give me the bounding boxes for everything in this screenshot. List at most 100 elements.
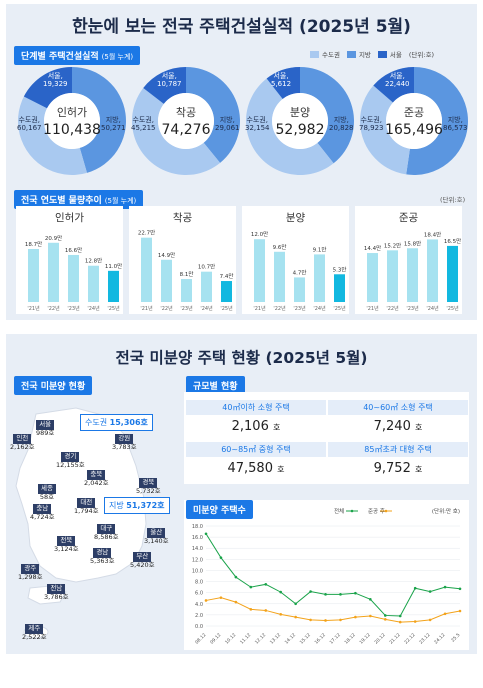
metro-unsold-callout: 수도권 15,306호 (80, 414, 153, 431)
series-point (354, 615, 357, 619)
legend-label-local: 지방 (358, 51, 371, 59)
donut-1: 인허가 110,438 서울, 19,329 수도권, 60,167 지방, 50,271 (17, 66, 127, 176)
bar-value-label: 8.1만 (180, 270, 194, 278)
series-point (413, 620, 417, 623)
donut-svg (17, 67, 126, 175)
bar-category-label: '23년 (67, 305, 80, 312)
donut-local-value: 20,828 (329, 124, 354, 133)
section-label-unsold-count: 미분양 주택수 (186, 500, 253, 519)
bar (334, 274, 345, 302)
bar (141, 237, 152, 302)
donut-hole (272, 93, 328, 149)
series-point (204, 532, 208, 536)
donut-hole (158, 93, 214, 149)
region-value: 3,783호 (112, 442, 137, 451)
y-tick-label: 16.0 (192, 535, 203, 541)
bar-category-label: '24년 (200, 305, 213, 312)
series-point (398, 614, 402, 618)
region-4: 강원 3,783호 (112, 434, 137, 452)
scale-cell-3: 60~85㎡ 중형 주택 47,580 호 (186, 442, 326, 476)
section-label-unsold-map: 전국 미분양 현황 (14, 376, 93, 395)
bar-value-label: 9.6만 (273, 243, 287, 251)
region-value: 5,732호 (136, 486, 161, 495)
donut-svg (245, 67, 354, 175)
y-tick-label: 2.0 (195, 613, 203, 619)
series-point (264, 583, 268, 586)
region-10: 전북 3,124호 (54, 536, 79, 554)
x-tick-label: 19.12 (358, 632, 371, 645)
local-unsold-callout: 지방 51,372호 (104, 497, 170, 514)
scale-cell-2: 40~60㎡ 소형 주택 7,240 호 (328, 400, 468, 434)
donut-name: 인허가 (56, 106, 88, 119)
bar-category-label: '21년 (140, 305, 153, 312)
region-value: 3,786호 (44, 592, 69, 601)
donut-hole (386, 93, 442, 149)
region-value: 2,162호 (10, 442, 35, 451)
y-tick-label: 6.0 (195, 591, 203, 597)
bar-chart-title: 인허가 (55, 212, 84, 224)
region-8: 충남 4,724호 (30, 504, 55, 522)
bar-category-label: '21년 (27, 305, 40, 312)
bar-chart-title: 준공 (398, 212, 419, 224)
bar (314, 254, 325, 302)
series-point (219, 596, 223, 599)
section-label-yearly: 전국 연도별 물량추이 (5월 누계) (14, 190, 144, 209)
bar (68, 254, 79, 302)
donut-center: 인허가 110,438 (17, 104, 127, 138)
donut-4: 준공 165,496 서울, 22,440 수도권, 78,923 지방, 86,573 (359, 66, 469, 176)
region-name: 서울 (36, 420, 55, 430)
region-name: 충남 (33, 504, 52, 514)
x-tick-label: 10.12 (224, 632, 237, 645)
y-tick-label: 0.0 (195, 624, 203, 630)
donut-name: 준공 (403, 106, 425, 119)
region-17: 제주 2,522호 (22, 624, 47, 642)
region-11: 대구 8,586호 (94, 524, 119, 542)
series-point (458, 609, 462, 613)
bar-category-label: '21년 (366, 305, 379, 312)
bar-chart-title: 착공 (172, 212, 193, 224)
bar-category-label: '21년 (253, 305, 266, 312)
region-3: 경기 12,155호 (56, 452, 85, 470)
series-line-2 (205, 597, 461, 623)
donut-local-label: 지방, 20,828 (329, 116, 354, 132)
donut-local-label: 지방, 29,061 (215, 116, 240, 132)
bar (427, 239, 438, 302)
donut-seoul-label-text: 서울, (161, 72, 177, 80)
series-point (324, 593, 327, 596)
line-legend-label: 전체 (334, 507, 344, 515)
donut-seoul-label-text: 서울, (389, 72, 405, 80)
scale-label: 85㎡초과 대형 주택 (328, 442, 468, 457)
donut-metro-value: 78,923 (359, 124, 384, 133)
donut-local-value: 29,061 (215, 124, 240, 133)
series-point (324, 619, 327, 622)
bar-value-label: 4.7만 (293, 268, 307, 276)
series-point (309, 618, 312, 622)
scale-label: 40㎡이하 소형 주택 (186, 400, 326, 415)
series-point (234, 575, 238, 579)
region-9: 대전 1,794호 (74, 498, 99, 516)
scale-cell-4: 85㎡초과 대형 주택 9,752 호 (328, 442, 468, 476)
bar-category-label: '25년 (220, 305, 233, 312)
region-value: 1,794호 (74, 506, 99, 515)
bar-chart-svg: 18.7만 '21년 20.9만 '22년 16.6만 '23년 12.8만 '24년 11.0… (25, 234, 122, 312)
bar-category-label: '22년 (386, 305, 399, 312)
donut-slice-local (300, 67, 354, 164)
donut-slice-local (186, 67, 240, 163)
y-tick-label: 12.0 (192, 557, 203, 563)
bar-value-label: 14.9만 (158, 251, 175, 259)
series-point (204, 599, 208, 602)
line-legend-label: 준공 후 (368, 508, 385, 515)
x-tick-label: 17.12 (329, 632, 342, 645)
section-label-stage: 단계별 주택건설실적 (5월 누계) (14, 46, 141, 65)
scale-value: 47,580 (227, 461, 273, 476)
x-tick-label: 11.12 (239, 632, 252, 645)
bar-value-label: 12.0만 (251, 230, 268, 238)
series-point (369, 614, 372, 618)
bar-value-label: 22.7만 (138, 229, 155, 237)
donut-local-label: 지방, 50,271 (101, 116, 126, 132)
donut-center: 분양 52,982 (245, 104, 355, 138)
region-7: 경북 5,732호 (136, 478, 161, 496)
series-point (339, 593, 342, 596)
series-point (443, 612, 447, 616)
donut-seoul-label-text: 서울, (273, 72, 289, 80)
